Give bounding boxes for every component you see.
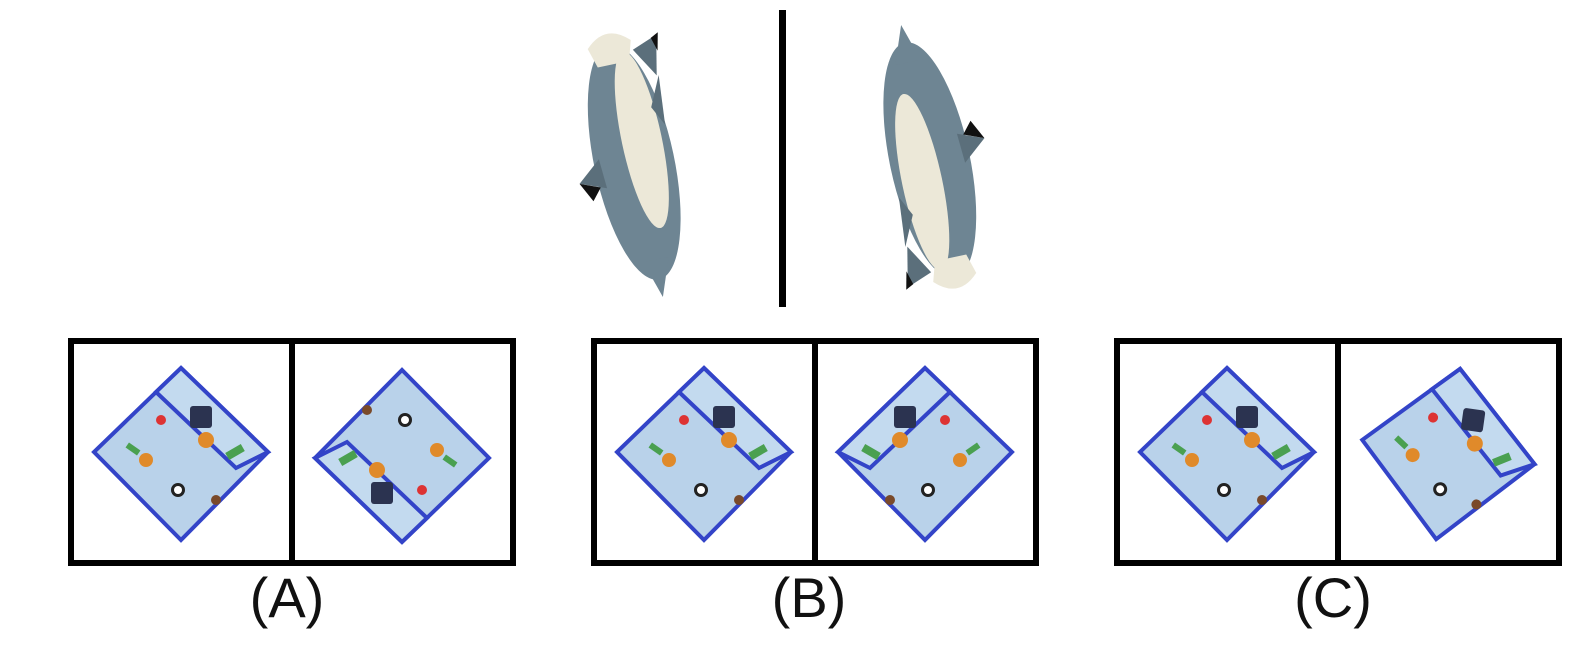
sports-pouch-icon (313, 368, 491, 544)
option-a-right-cell (295, 344, 510, 560)
option-b-left-cell (597, 344, 812, 560)
option-a-left-cell (74, 344, 289, 560)
sports-pouch-icon (615, 366, 793, 542)
option-a-frame[interactable] (68, 338, 516, 566)
option-b-frame[interactable] (591, 338, 1039, 566)
sports-pouch-icon (1138, 366, 1316, 542)
plush-shark-icon (883, 25, 985, 290)
option-b-right-cell (818, 344, 1033, 560)
option-c-left-cell (1120, 344, 1335, 560)
option-a-divider (289, 344, 295, 560)
option-c-frame[interactable] (1114, 338, 1562, 566)
sports-pouch-icon (92, 366, 270, 542)
sports-pouch-icon (836, 366, 1014, 542)
option-c-divider (1335, 344, 1341, 560)
example-divider (779, 10, 786, 307)
option-a-label: (A) (249, 566, 325, 629)
option-c-right-cell (1341, 344, 1556, 560)
option-c-label: (C) (1294, 566, 1372, 629)
plush-shark-icon (579, 32, 681, 297)
sports-pouch-icon (1353, 360, 1543, 550)
option-b-label: (B) (771, 566, 847, 629)
option-b-divider (812, 344, 818, 560)
